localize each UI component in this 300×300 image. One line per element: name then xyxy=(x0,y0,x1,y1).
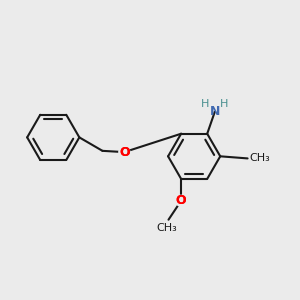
Text: CH₃: CH₃ xyxy=(156,223,177,233)
Text: O: O xyxy=(176,194,186,207)
Circle shape xyxy=(119,147,130,158)
Circle shape xyxy=(176,195,187,206)
Text: H: H xyxy=(201,99,210,109)
Text: O: O xyxy=(119,146,130,159)
Text: N: N xyxy=(210,105,220,119)
Text: O: O xyxy=(176,194,186,207)
Text: CH₃: CH₃ xyxy=(250,153,270,164)
Text: O: O xyxy=(119,146,130,159)
Text: H: H xyxy=(220,99,228,109)
